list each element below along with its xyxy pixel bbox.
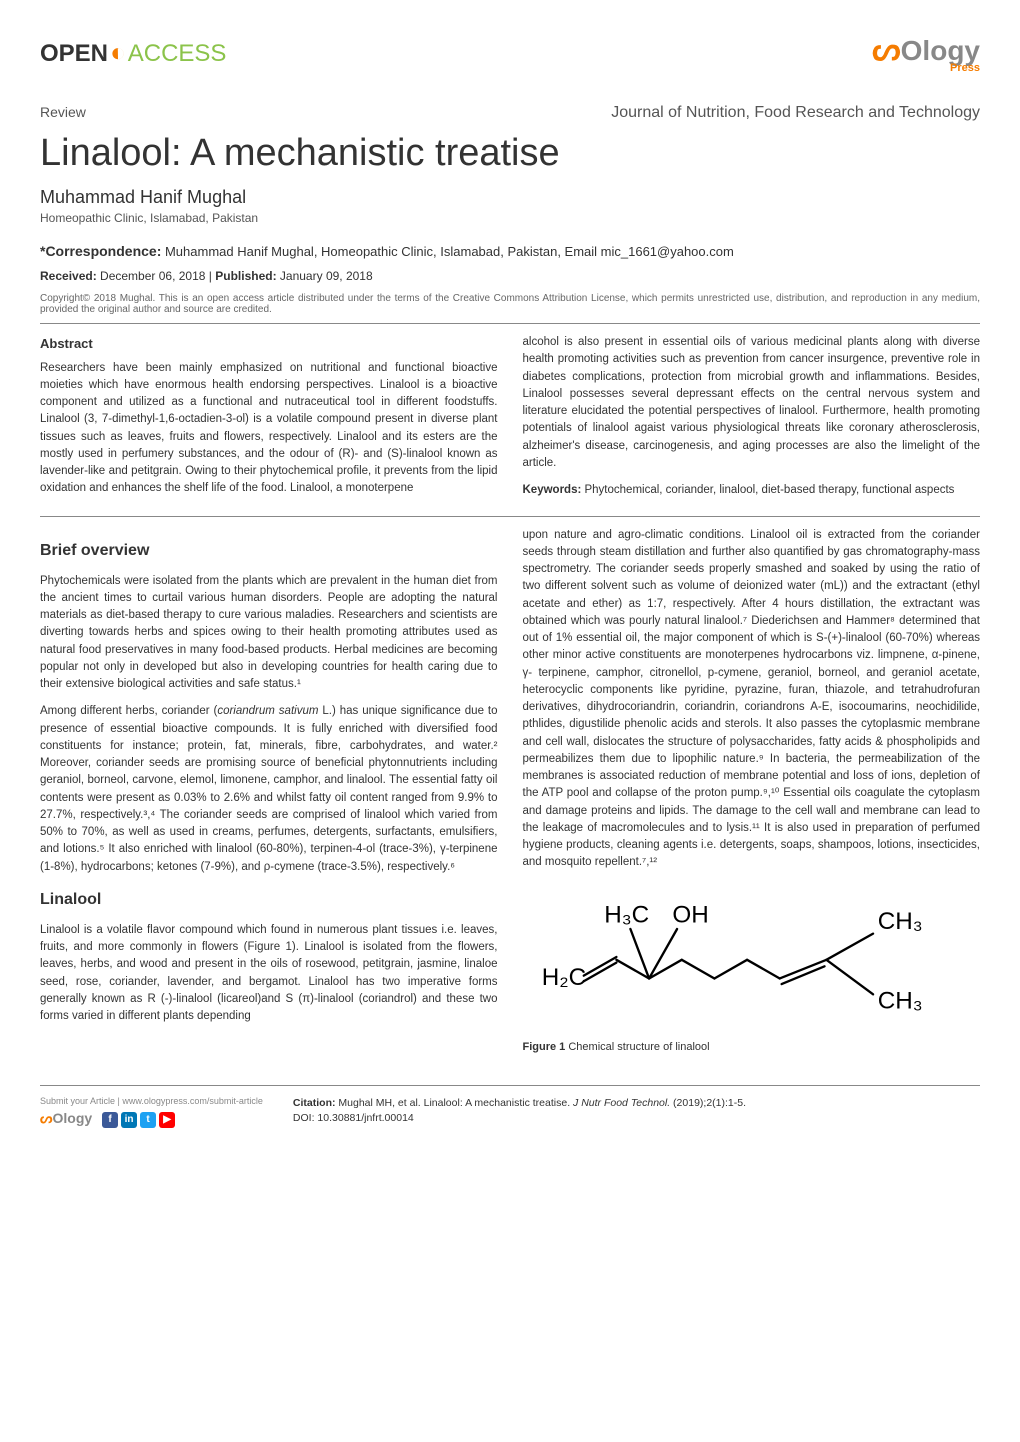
author-affiliation: Homeopathic Clinic, Islamabad, Pakistan xyxy=(40,211,980,225)
twitter-icon[interactable]: t xyxy=(140,1112,156,1128)
correspondence-text: Muhammad Hanif Mughal, Homeopathic Clini… xyxy=(161,244,733,259)
received-date: December 06, 2018 | xyxy=(97,269,216,283)
fig-oh: OH xyxy=(672,901,708,928)
journal-name: Journal of Nutrition, Food Research and … xyxy=(611,104,980,122)
author-name: Muhammad Hanif Mughal xyxy=(40,187,980,208)
footer-ology-text: Ology xyxy=(52,1110,92,1126)
article-title: Linalool: A mechanistic treatise xyxy=(40,132,980,175)
keywords-text: Phytochemical, coriander, linalool, diet… xyxy=(581,484,954,496)
open-text: OPEN xyxy=(40,40,108,67)
footer-ology-logo: ᔕOlogy f in t ▶ xyxy=(40,1110,263,1127)
dates: Received: December 06, 2018 | Published:… xyxy=(40,269,980,283)
published-date: January 09, 2018 xyxy=(277,269,373,283)
figure-caption-text: Chemical structure of linalool xyxy=(565,1041,709,1053)
figure-1-caption: Figure 1 Chemical structure of linalool xyxy=(523,1039,981,1056)
review-label: Review xyxy=(40,104,86,122)
fig-ch3-1: CH₃ xyxy=(877,908,922,935)
social-icons: f in t ▶ xyxy=(102,1112,175,1128)
access-text: ACCESS xyxy=(128,40,227,67)
divider-2 xyxy=(40,516,980,517)
brief-overview-p2: Among different herbs, coriander (corian… xyxy=(40,703,498,876)
correspondence: *Correspondence: Muhammad Hanif Mughal, … xyxy=(40,243,980,259)
keywords: Keywords: Phytochemical, coriander, lina… xyxy=(523,482,981,499)
ology-curly-icon: ᔕ xyxy=(872,31,901,67)
open-access-logo: OPEN◐ACCESS xyxy=(40,37,226,68)
main-content: Brief overview Phytochemicals were isola… xyxy=(40,527,980,1066)
abstract-heading: Abstract xyxy=(40,334,498,354)
fig-h3c: H₃C xyxy=(604,901,649,928)
youtube-icon[interactable]: ▶ xyxy=(159,1112,175,1128)
brief-overview-p1: Phytochemicals were isolated from the pl… xyxy=(40,573,498,694)
linalool-heading: Linalool xyxy=(40,888,498,912)
linalool-right-p1: upon nature and agro-climatic conditions… xyxy=(523,527,981,872)
fig-ch3-2: CH₃ xyxy=(877,987,922,1014)
doi: DOI: 10.30881/jnfrt.00014 xyxy=(293,1111,980,1126)
divider-1 xyxy=(40,323,980,324)
abstract-block: Abstract Researchers have been mainly em… xyxy=(40,334,980,508)
keywords-label: Keywords: xyxy=(523,484,582,496)
fig-h2c: H₂C xyxy=(541,964,585,991)
published-label: Published: xyxy=(215,269,276,283)
copyright-text: Copyright© 2018 Mughal. This is an open … xyxy=(40,293,980,315)
footer: Submit your Article | www.ologypress.com… xyxy=(40,1085,980,1127)
figure-1: H₃C OH H₂C CH₃ CH₃ Figure 1 Chemical str… xyxy=(523,887,981,1056)
abstract-col2: alcohol is also present in essential oil… xyxy=(523,334,981,472)
footer-curly-icon: ᔕ xyxy=(40,1110,52,1126)
linalool-p1: Linalool is a volatile flavor compound w… xyxy=(40,922,498,1026)
facebook-icon[interactable]: f xyxy=(102,1112,118,1128)
citation-label: Citation: xyxy=(293,1097,336,1109)
ology-logo: ᔕOlogy Press xyxy=(872,30,980,74)
citation-text: Mughal MH, et al. Linalool: A mechanisti… xyxy=(336,1097,574,1109)
received-label: Received: xyxy=(40,269,97,283)
footer-citation: Citation: Mughal MH, et al. Linalool: A … xyxy=(293,1096,980,1125)
brief-overview-heading: Brief overview xyxy=(40,539,498,563)
linkedin-icon[interactable]: in xyxy=(121,1112,137,1128)
submit-article-text: Submit your Article | www.ologypress.com… xyxy=(40,1096,263,1106)
figure-caption-label: Figure 1 xyxy=(523,1041,566,1053)
linalool-structure-svg: H₃C OH H₂C CH₃ CH₃ xyxy=(523,887,981,1027)
citation-journal: J Nutr Food Technol. xyxy=(573,1097,670,1109)
correspondence-label: *Correspondence: xyxy=(40,243,161,259)
citation-suffix: (2019);2(1):1-5. xyxy=(670,1097,746,1109)
abstract-col1: Researchers have been mainly emphasized … xyxy=(40,360,498,498)
door-icon: ◐ xyxy=(110,37,126,67)
